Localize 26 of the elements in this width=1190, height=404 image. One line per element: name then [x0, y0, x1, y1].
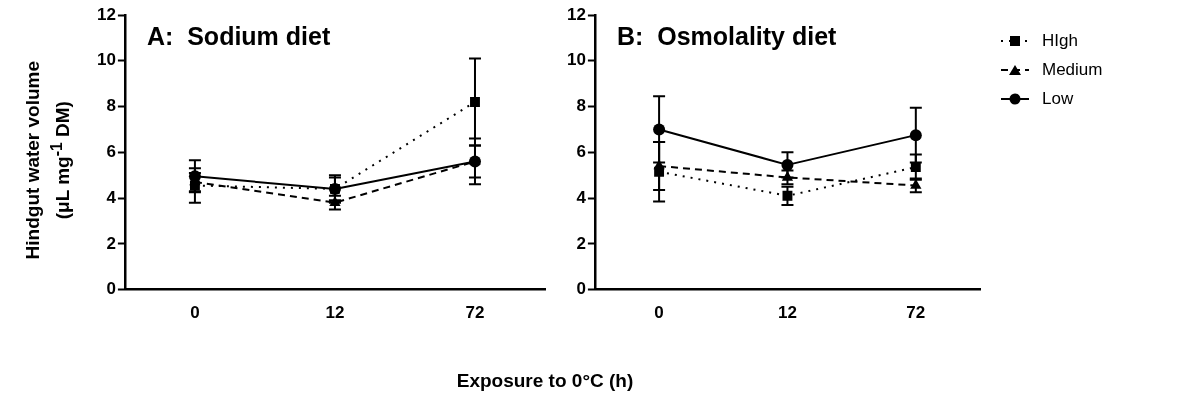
y-tick-label: 4	[576, 187, 587, 207]
chart-title: B: Osmolality diet	[616, 22, 838, 50]
x-tick-label: 0	[654, 303, 664, 323]
legend-label: HIgh	[1042, 30, 1078, 51]
y-tick-label: 8	[576, 96, 586, 116]
legend-label: Low	[1042, 88, 1074, 109]
y-tick-label: 0	[106, 279, 116, 299]
y-tick-label: 0	[576, 279, 586, 299]
y-tick-label: 8	[106, 96, 116, 116]
x-axis-title: Exposure to 0°C (h)	[455, 370, 635, 392]
y-tick-label: 10	[96, 50, 116, 70]
y-tick-label: 12	[566, 4, 586, 24]
legend-label: Medium	[1042, 59, 1103, 80]
y-tick-label: 2	[106, 233, 116, 253]
y-tick-label: 6	[106, 141, 116, 161]
x-tick-label: 12	[325, 303, 345, 323]
x-tick-label: 72	[906, 303, 926, 323]
y-tick-label: 12	[96, 4, 116, 24]
x-tick-label: 12	[777, 303, 797, 323]
x-tick-label: 0	[190, 303, 200, 323]
y-tick-label: 2	[576, 233, 586, 253]
chart-title: A: Sodium diet	[146, 22, 331, 50]
x-tick-label: 72	[465, 303, 485, 323]
y-tick-label: 4	[106, 187, 117, 207]
y-tick-label: 10	[566, 50, 586, 70]
y-tick-label: 6	[576, 141, 586, 161]
